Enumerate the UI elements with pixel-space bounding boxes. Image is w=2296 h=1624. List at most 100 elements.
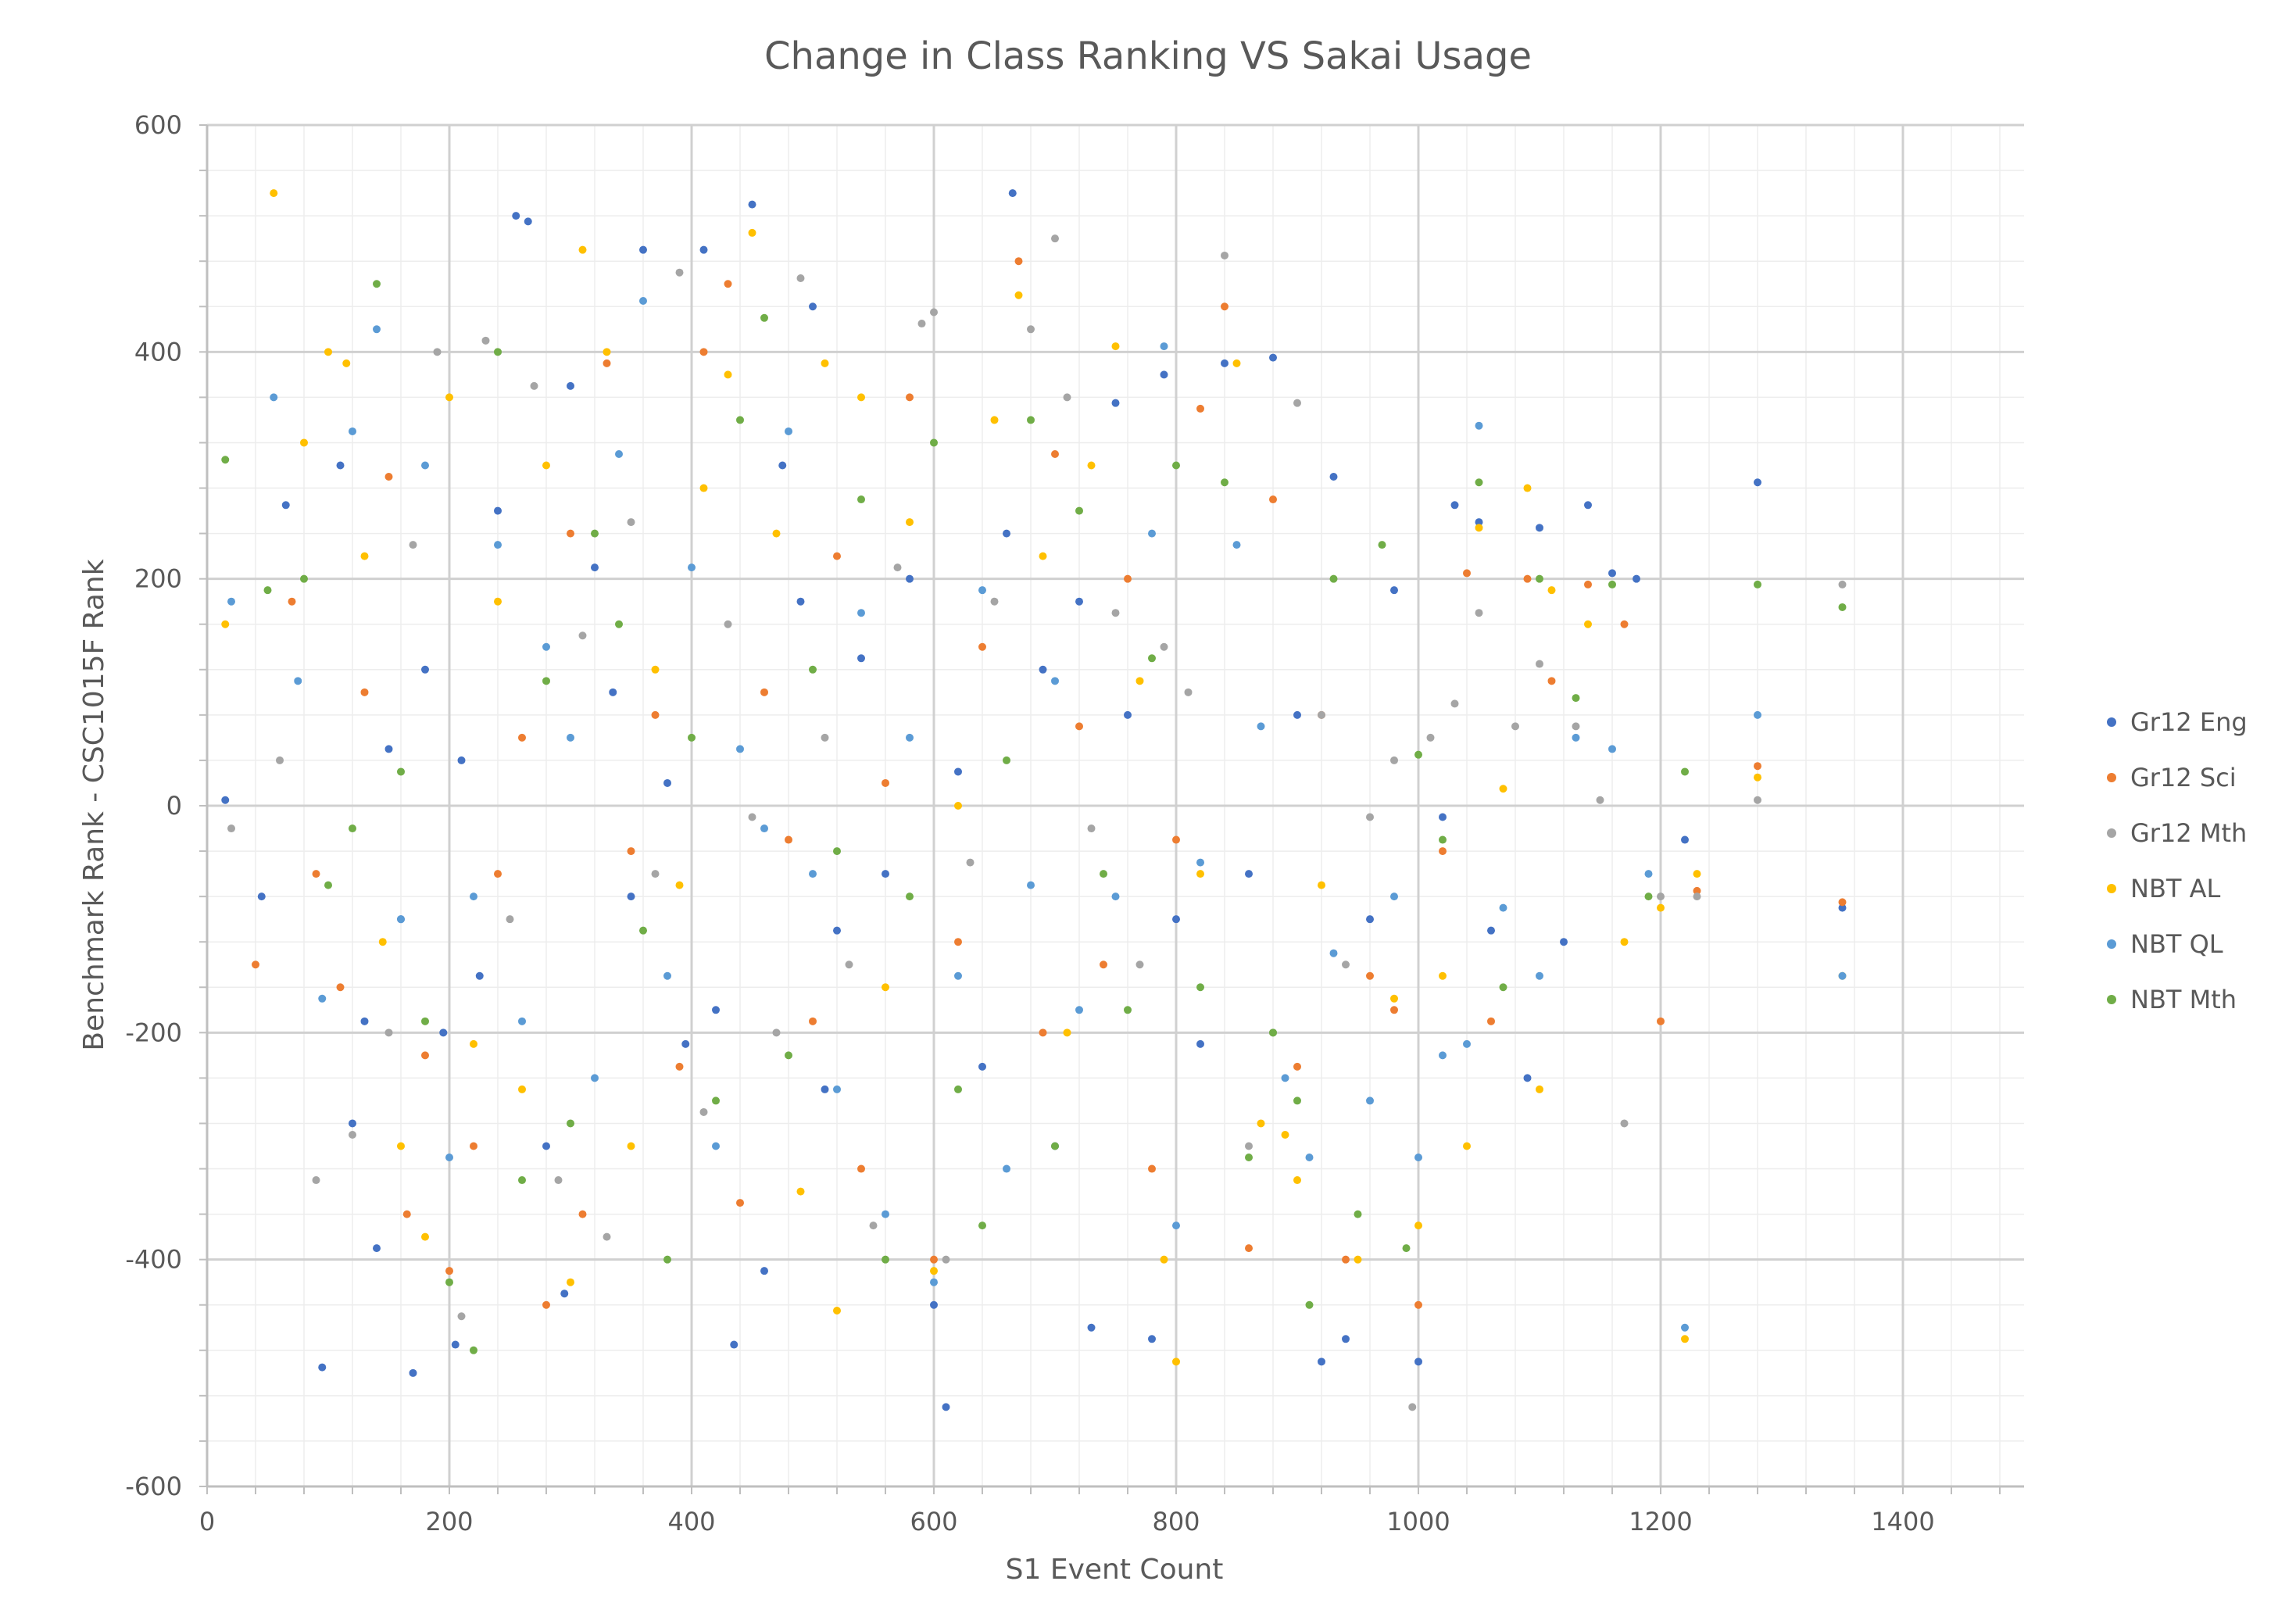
x-tick-label: 400 bbox=[667, 1507, 715, 1536]
data-point bbox=[639, 297, 647, 306]
data-point bbox=[688, 563, 696, 572]
data-point bbox=[384, 1028, 393, 1037]
y-tick-label: -200 bbox=[125, 1018, 182, 1047]
data-point bbox=[591, 529, 599, 538]
data-point bbox=[1608, 580, 1616, 588]
x-tick-label: 800 bbox=[1152, 1507, 1200, 1536]
data-point bbox=[1087, 825, 1096, 833]
data-point bbox=[1754, 762, 1761, 771]
data-point bbox=[1536, 574, 1543, 583]
data-point bbox=[470, 892, 477, 901]
data-point bbox=[1536, 1085, 1543, 1093]
data-point bbox=[1390, 994, 1398, 1003]
data-point bbox=[1245, 1154, 1253, 1162]
y-tick-label: -600 bbox=[125, 1472, 182, 1501]
data-point bbox=[439, 1028, 448, 1037]
axes: 0 200 400 600 800 1000 1200 1400 600 400 200 0 -200 -… bbox=[125, 110, 2024, 1536]
data-point bbox=[1124, 1006, 1132, 1014]
data-point bbox=[1657, 1017, 1665, 1025]
data-point bbox=[1838, 603, 1847, 611]
data-point bbox=[1838, 903, 1847, 912]
data-point bbox=[1293, 1062, 1301, 1071]
chart-title: Change in Class Ranking VS Sakai Usage bbox=[764, 34, 1532, 78]
data-point bbox=[736, 416, 744, 424]
data-point bbox=[1293, 1176, 1301, 1185]
data-point bbox=[1414, 750, 1422, 759]
data-point bbox=[1657, 892, 1665, 901]
data-point bbox=[1172, 1358, 1180, 1366]
data-point bbox=[724, 620, 732, 628]
data-point bbox=[1487, 926, 1495, 935]
data-point bbox=[378, 938, 387, 946]
data-point bbox=[1245, 870, 1253, 878]
data-point bbox=[542, 1142, 550, 1150]
data-point bbox=[324, 348, 332, 356]
data-point bbox=[627, 847, 635, 856]
grid bbox=[206, 123, 2024, 1488]
data-point bbox=[1536, 971, 1543, 980]
legend-label: Gr12 Mth bbox=[2130, 818, 2247, 848]
data-point bbox=[1329, 473, 1338, 481]
data-point bbox=[1196, 870, 1204, 878]
data-point bbox=[1160, 342, 1168, 351]
y-tick-label: -400 bbox=[125, 1245, 182, 1275]
data-point bbox=[494, 597, 502, 606]
data-point bbox=[542, 677, 550, 685]
data-point bbox=[1148, 1164, 1156, 1173]
data-point bbox=[748, 228, 756, 237]
data-point bbox=[1366, 971, 1374, 980]
data-point bbox=[954, 938, 962, 946]
data-point bbox=[1390, 892, 1398, 901]
data-point bbox=[857, 495, 865, 504]
data-point bbox=[1027, 881, 1035, 889]
data-point bbox=[1475, 478, 1483, 487]
data-point bbox=[554, 1176, 563, 1185]
data-point bbox=[778, 461, 787, 470]
data-point bbox=[336, 983, 345, 992]
data-point bbox=[1063, 1028, 1071, 1037]
legend-marker bbox=[2107, 717, 2116, 727]
data-point bbox=[785, 427, 792, 435]
data-point bbox=[227, 597, 235, 606]
data-point bbox=[1172, 915, 1180, 924]
data-point bbox=[845, 960, 853, 969]
data-point bbox=[494, 541, 502, 549]
data-point bbox=[397, 1142, 405, 1150]
data-point bbox=[882, 870, 889, 878]
data-point bbox=[1111, 342, 1120, 351]
data-point bbox=[688, 733, 696, 742]
data-point bbox=[760, 825, 768, 833]
data-point bbox=[663, 1255, 671, 1264]
data-point bbox=[294, 677, 302, 685]
data-point bbox=[1039, 665, 1047, 674]
data-point bbox=[736, 745, 744, 753]
data-point bbox=[603, 359, 611, 367]
data-point bbox=[942, 1403, 950, 1411]
data-point bbox=[1172, 1222, 1180, 1230]
data-point bbox=[542, 642, 550, 651]
data-point bbox=[906, 733, 914, 742]
data-point bbox=[990, 416, 999, 424]
data-point bbox=[360, 552, 369, 560]
data-point bbox=[1450, 699, 1459, 708]
data-point bbox=[1318, 1358, 1325, 1366]
data-point bbox=[421, 1051, 429, 1060]
x-tick-label: 1400 bbox=[1871, 1507, 1934, 1536]
data-point bbox=[1008, 189, 1017, 198]
data-point bbox=[567, 733, 574, 742]
data-point bbox=[1414, 1222, 1422, 1230]
data-point bbox=[1475, 518, 1483, 527]
data-point bbox=[542, 1300, 550, 1309]
data-point bbox=[1245, 1142, 1253, 1150]
data-point bbox=[712, 1006, 720, 1014]
data-point bbox=[1596, 796, 1604, 804]
data-point bbox=[1439, 835, 1447, 844]
data-point bbox=[748, 813, 756, 821]
data-point bbox=[1172, 835, 1180, 844]
data-point bbox=[1523, 574, 1532, 583]
data-point bbox=[1063, 393, 1071, 402]
data-point bbox=[512, 212, 520, 220]
data-point bbox=[421, 1017, 429, 1025]
data-point bbox=[882, 1255, 889, 1264]
